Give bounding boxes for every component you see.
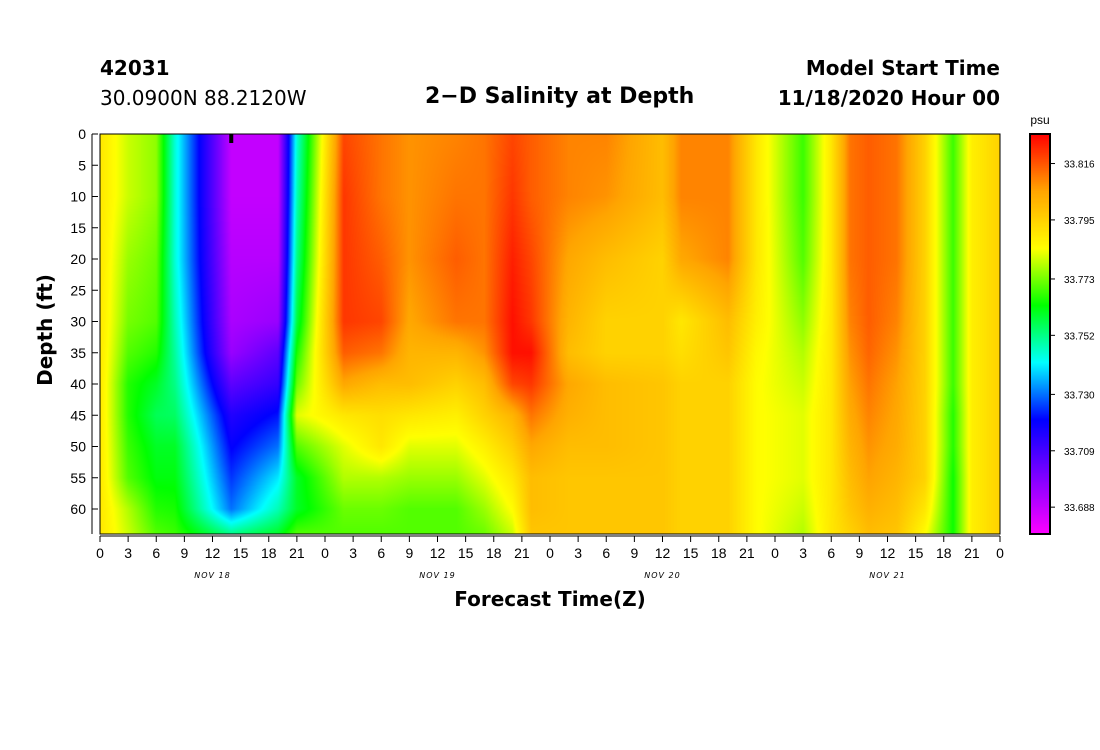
- y-tick-label: 50: [70, 439, 86, 455]
- x-tick-label: 12: [655, 545, 671, 561]
- x-day-label: NOV 21: [869, 571, 905, 580]
- colorbar-tick-label: 33.773: [1064, 275, 1095, 286]
- x-day-label: NOV 19: [419, 571, 455, 580]
- y-tick-label: 40: [70, 376, 86, 392]
- colorbar-tick-label: 33.752: [1064, 331, 1095, 342]
- chart-title: 2−D Salinity at Depth: [425, 84, 695, 109]
- x-tick-label: 0: [321, 545, 329, 561]
- x-axis-label: Forecast Time(Z): [454, 587, 645, 611]
- x-tick-label: 12: [430, 545, 446, 561]
- x-tick-label: 21: [289, 545, 305, 561]
- colorbar-tick-label: 33.709: [1064, 447, 1095, 458]
- colorbar-tick-label: 33.816: [1064, 160, 1095, 171]
- model-start-value: 11/18/2020 Hour 00: [777, 86, 1000, 110]
- colorbar-units: psu: [1030, 113, 1049, 127]
- x-tick-label: 6: [377, 545, 385, 561]
- colorbar-tick-label: 33.730: [1064, 390, 1095, 401]
- x-tick-label: 9: [405, 545, 413, 561]
- y-axis: 0 5 10 15 20 25 30 35 40 45 50 55 60: [70, 126, 98, 534]
- x-tick-label: 18: [261, 545, 277, 561]
- y-tick-label: 25: [70, 282, 86, 298]
- x-tick-label: 15: [908, 545, 924, 561]
- x-tick-label: 18: [936, 545, 952, 561]
- x-day-label: NOV 20: [644, 571, 680, 580]
- x-tick-label: 3: [349, 545, 357, 561]
- x-tick-label: 6: [827, 545, 835, 561]
- y-tick-label: 5: [78, 157, 86, 173]
- colorbar-tick-label: 33.688: [1064, 503, 1095, 514]
- station-id: 42031: [100, 56, 170, 80]
- model-start-label: Model Start Time: [805, 56, 1000, 80]
- salinity-heatmap: [100, 134, 1000, 534]
- y-tick-label: 35: [70, 345, 86, 361]
- x-tick-label: 9: [180, 545, 188, 561]
- x-tick-label: 18: [486, 545, 502, 561]
- y-tick-label: 20: [70, 251, 86, 267]
- y-tick-label: 0: [78, 126, 86, 142]
- x-tick-label: 21: [739, 545, 755, 561]
- x-tick-label: 9: [630, 545, 638, 561]
- x-tick-label: 21: [964, 545, 980, 561]
- x-tick-label: 15: [683, 545, 699, 561]
- station-coordinates: 30.0900N 88.2120W: [100, 86, 307, 110]
- current-time-marker: [229, 134, 234, 143]
- plot-frame: [99, 133, 1001, 535]
- x-tick-label: 18: [711, 545, 727, 561]
- x-tick-label: 6: [152, 545, 160, 561]
- x-tick-label: 6: [602, 545, 610, 561]
- y-tick-label: 60: [70, 501, 86, 517]
- y-axis-label: Depth (ft): [33, 274, 57, 386]
- y-tick-label: 15: [70, 220, 86, 236]
- x-tick-label: 0: [546, 545, 554, 561]
- x-tick-label: 15: [233, 545, 249, 561]
- x-tick-label: 12: [880, 545, 896, 561]
- x-tick-label: 0: [996, 545, 1004, 561]
- y-tick-label: 55: [70, 470, 86, 486]
- x-tick-label: 3: [574, 545, 582, 561]
- y-tick-label: 10: [70, 189, 86, 205]
- x-tick-label: 9: [855, 545, 863, 561]
- colorbar-gradient: [1030, 134, 1050, 534]
- colorbar-tick-label: 33.795: [1064, 216, 1095, 227]
- x-tick-label: 21: [514, 545, 530, 561]
- x-tick-label: 15: [458, 545, 474, 561]
- x-axis: 0 3 6 9 12 15 18 21 0 3 6 9 12 15 18 21 0 3 6 9 12 15 18 21 0 3 6 9…: [96, 535, 1004, 580]
- x-day-label: NOV 18: [194, 571, 230, 580]
- y-tick-label: 45: [70, 407, 86, 423]
- x-tick-label: 3: [124, 545, 132, 561]
- x-tick-label: 0: [771, 545, 779, 561]
- colorbar-frame: [1029, 133, 1051, 535]
- x-tick-label: 0: [96, 545, 104, 561]
- x-tick-label: 3: [799, 545, 807, 561]
- y-tick-label: 30: [70, 314, 86, 330]
- x-tick-label: 12: [205, 545, 221, 561]
- colorbar: psu 33.816 33.795 33.773 33.752 33.730 33.709…: [1029, 113, 1095, 535]
